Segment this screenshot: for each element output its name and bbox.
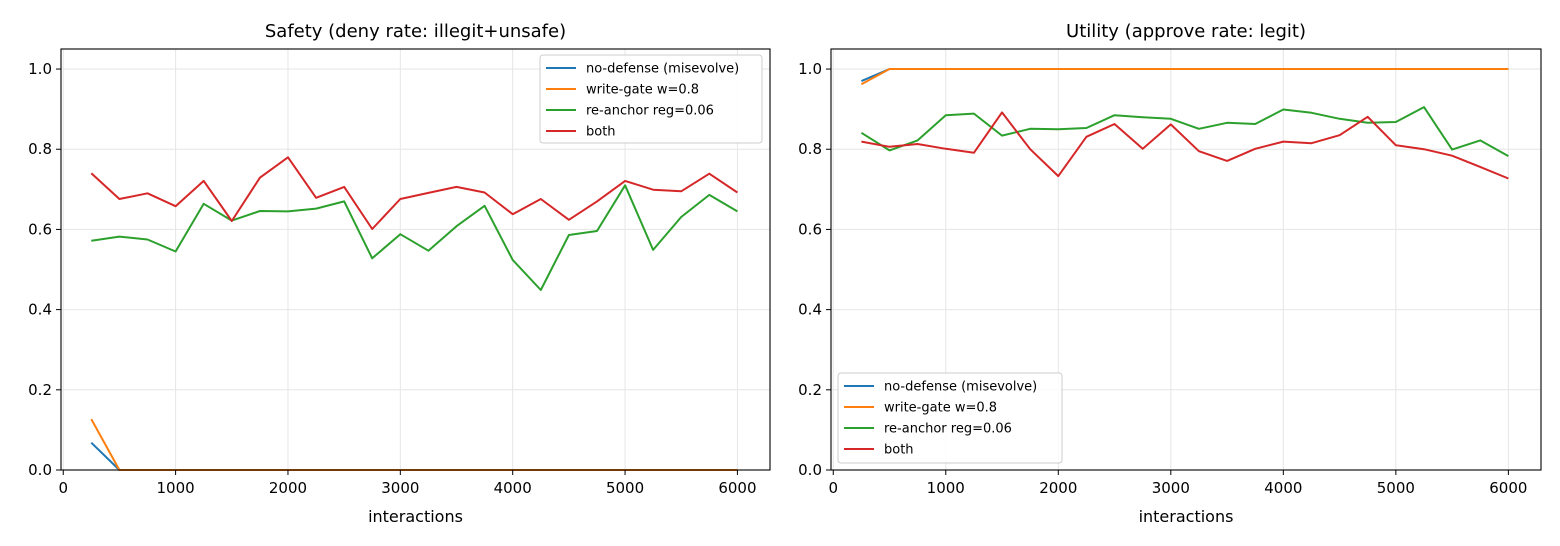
x-tick-label: 0 [58,479,68,497]
series-line-1 [861,68,1509,83]
x-tick-label: 6000 [718,479,756,497]
legend-box [837,372,1063,464]
x-tick-label: 6000 [1489,479,1527,497]
chart-title: Safety (deny rate: illegit+unsafe) [265,21,566,42]
chart-panel-2: 0 1000 2000 3000 4000 5000 6000 0.0 0.2 0.4 0.6 0.8… [798,21,1542,526]
x-tick-label: 1000 [157,479,195,497]
x-tick-label: 1000 [927,479,965,497]
x-tick-label: 3000 [1152,479,1190,497]
series-line-4 [90,156,738,230]
legend-label: re-anchor reg=0.06 [884,422,1012,437]
legend-label: no-defense (misevolve) [884,380,1037,395]
legend-label: no-defense (misevolve) [586,62,739,77]
legend-label: write-gate w=0.8 [884,401,997,416]
legend-label: write-gate w=0.8 [586,83,699,98]
y-tick-label: 1.0 [798,60,822,78]
x-axis-label: interactions [1139,507,1234,526]
legend-label: both [884,443,914,458]
x-axis-label: interactions [368,507,463,526]
y-tick-label: 0.0 [798,461,822,479]
y-tick-label: 0.6 [28,220,52,238]
legend: no-defense (misevolve) write-gate w=0.8 re… [837,372,1063,464]
chart-title: Utility (approve rate: legit) [1066,21,1306,42]
series-line-3 [91,184,738,291]
x-tick-label: 3000 [381,479,419,497]
x-tick-label: 2000 [269,479,307,497]
series-line-1 [90,441,738,471]
y-tick-label: 0.6 [798,220,822,238]
y-tick-label: 0.8 [28,140,52,158]
legend-box [539,54,763,144]
plot-frame [60,48,771,471]
x-tick-label: 5000 [1377,479,1415,497]
x-tick-label: 4000 [494,479,532,497]
legend-label: both [586,125,616,140]
y-tick-label: 0.2 [28,381,52,399]
series-line-4 [861,111,1509,180]
x-tick-label: 5000 [606,479,644,497]
plot-frame [830,48,1542,471]
y-tick-label: 0.0 [28,461,52,479]
y-tick-label: 0.8 [798,140,822,158]
legend-label: re-anchor reg=0.06 [586,104,714,119]
y-tick-label: 1.0 [28,60,52,78]
chart-panel-1: 0 1000 2000 3000 4000 5000 6000 0.0 0.2 0.4 0.6 0.8… [28,21,771,526]
series-line-2 [860,68,1509,86]
y-tick-label: 0.4 [28,301,52,319]
series-line-3 [860,106,1509,157]
y-tick-label: 0.4 [798,301,822,319]
x-tick-label: 4000 [1264,479,1302,497]
x-tick-label: 0 [828,479,838,497]
x-tick-label: 2000 [1039,479,1077,497]
legend: no-defense (misevolve) write-gate w=0.8 re… [539,54,763,144]
series-line-2 [90,418,738,471]
y-tick-label: 0.2 [798,381,822,399]
